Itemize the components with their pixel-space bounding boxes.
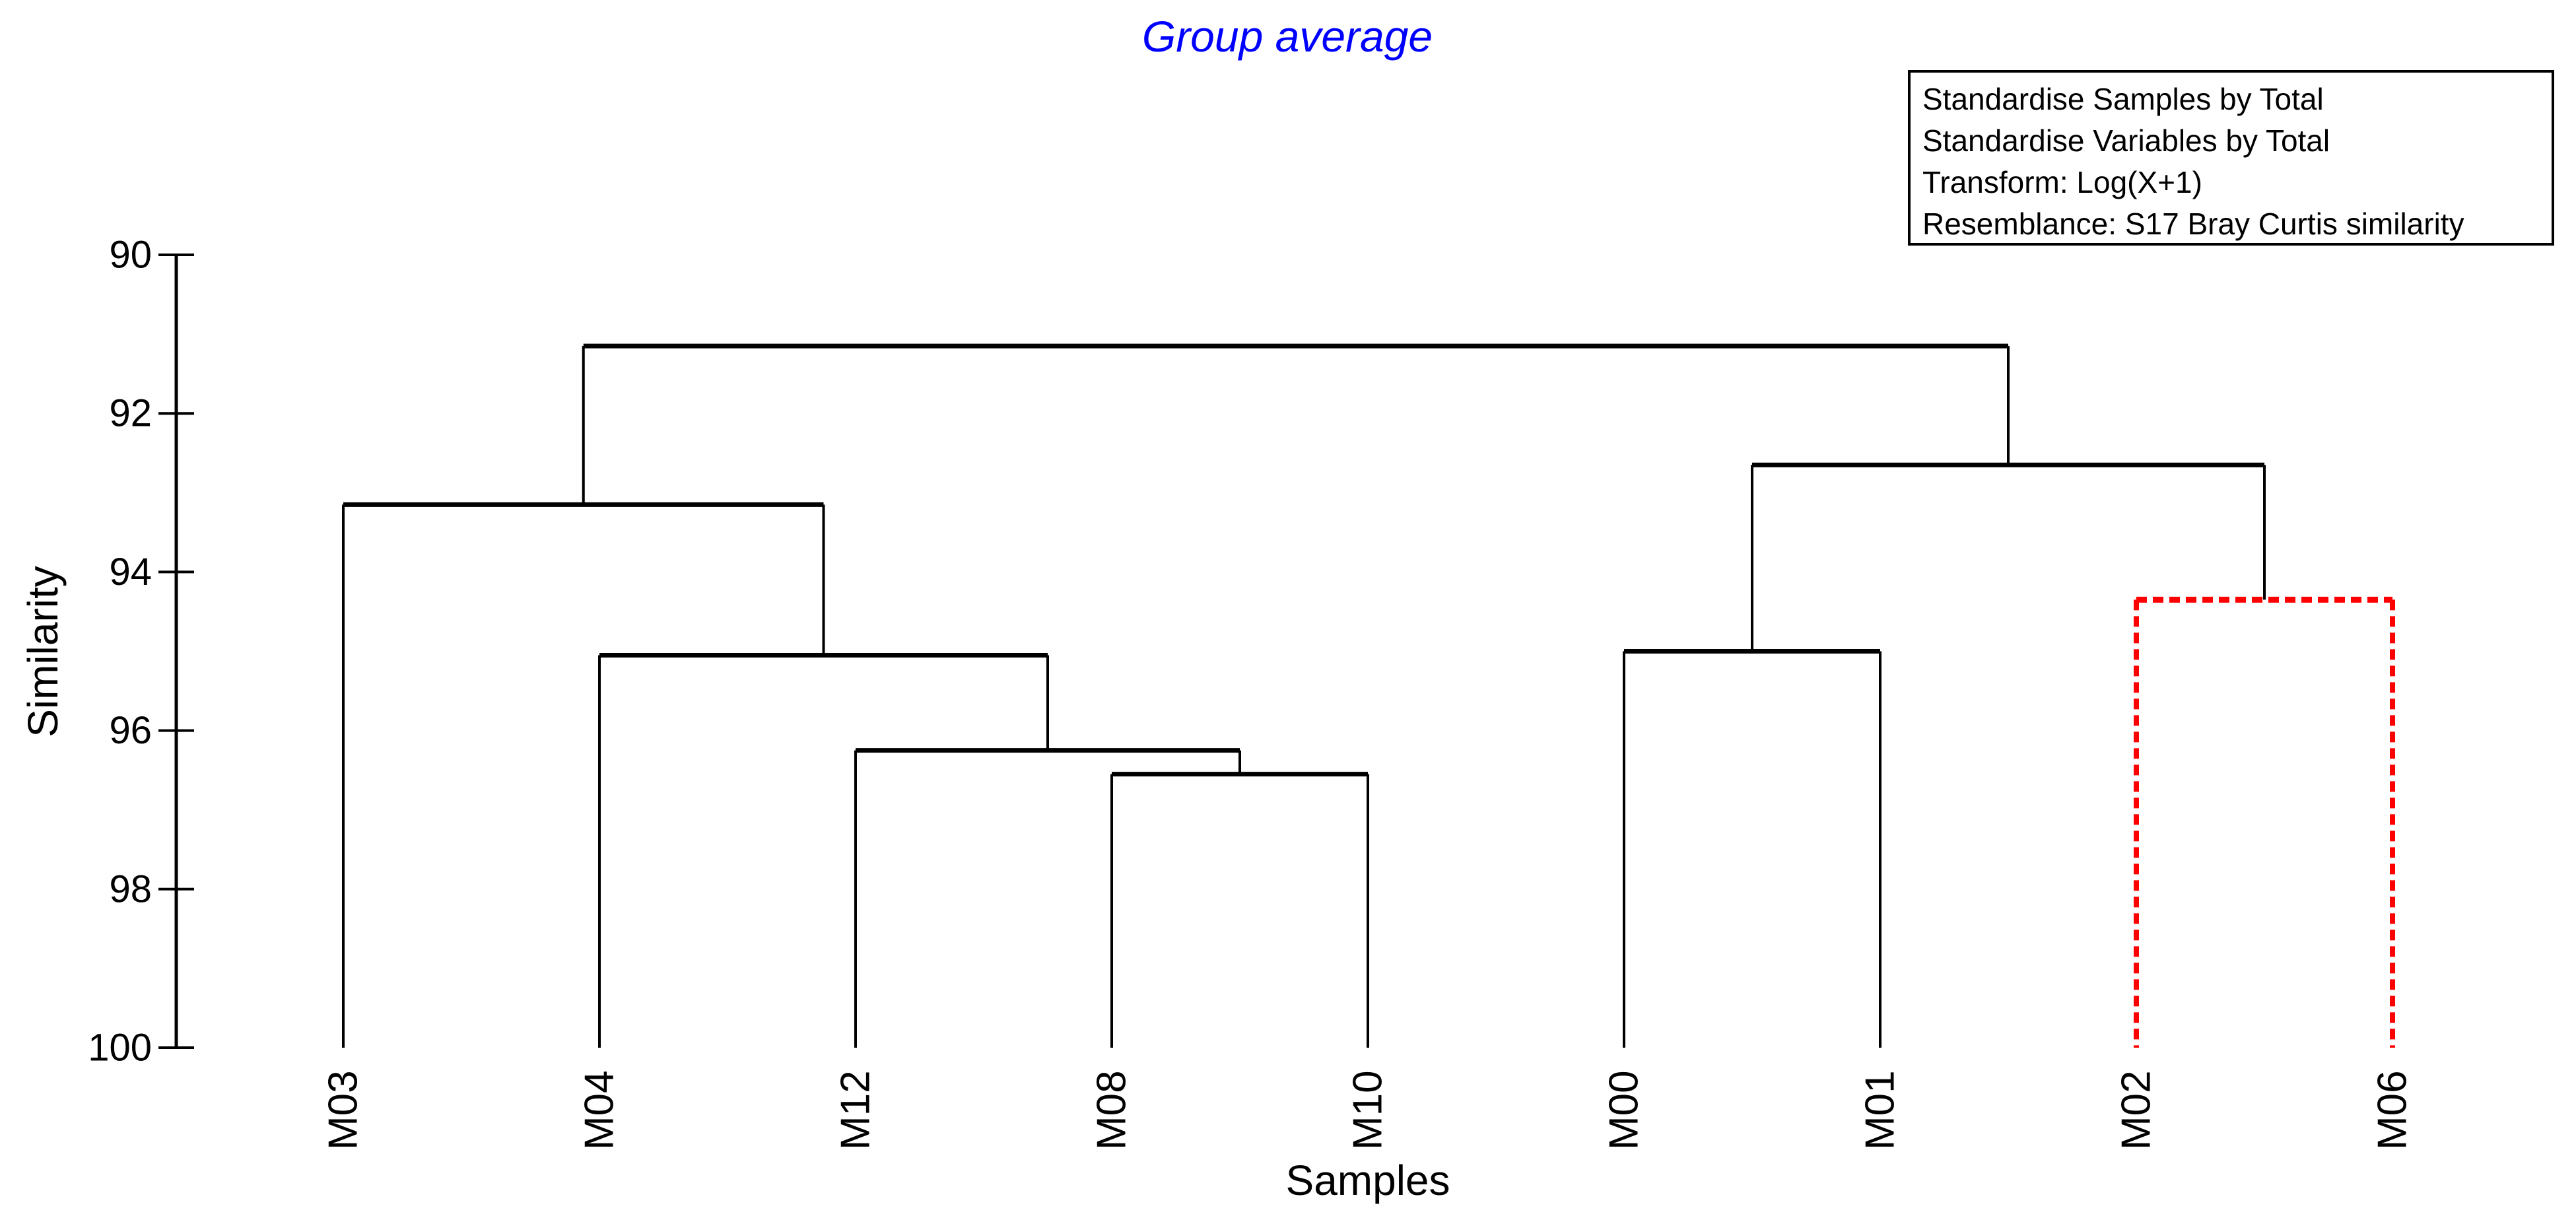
annotation-line: Transform: Log(X+1)	[1922, 165, 2202, 199]
annotation-box-border	[1908, 70, 2554, 246]
y-axis: 90 92 94 96 98 100	[88, 234, 194, 1069]
y-tick-label: 100	[88, 1027, 152, 1069]
sample-labels: M03 M04 M12 M08 M10 M00 M01 M02 M06	[321, 1070, 2416, 1150]
y-axis-label: Similarity	[19, 566, 67, 737]
annotation-box: Standardise Samples by Total Standardise…	[1908, 70, 2554, 246]
dendrogram-tree	[342, 343, 2395, 1048]
y-tick-label: 96	[109, 709, 152, 752]
sample-label: M06	[2370, 1070, 2416, 1150]
y-tick-label: 92	[109, 392, 152, 435]
y-tick-label: 90	[109, 234, 152, 277]
plot-title: Group average	[1142, 12, 1433, 61]
y-tick-label: 94	[109, 551, 152, 593]
sample-label: M12	[833, 1070, 879, 1150]
annotation-line: Standardise Samples by Total	[1922, 82, 2324, 116]
sample-label: M02	[2114, 1070, 2159, 1150]
sample-label: M03	[321, 1070, 366, 1150]
sample-label: M08	[1089, 1070, 1135, 1150]
annotation-line: Resemblance: S17 Bray Curtis similarity	[1922, 207, 2464, 241]
sample-label: M01	[1858, 1070, 1903, 1150]
x-axis-label: Samples	[1286, 1157, 1450, 1204]
sample-label: M10	[1345, 1070, 1391, 1150]
sample-label: M04	[577, 1070, 623, 1150]
annotation-line: Standardise Variables by Total	[1922, 123, 2330, 158]
sample-label: M00	[1602, 1070, 1647, 1150]
y-tick-label: 98	[109, 867, 152, 910]
